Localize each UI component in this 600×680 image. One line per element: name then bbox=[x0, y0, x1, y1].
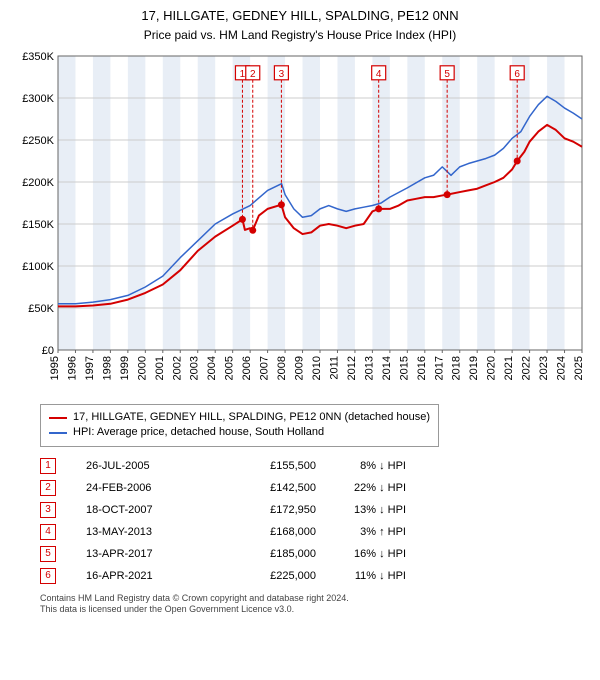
legend: 17, HILLGATE, GEDNEY HILL, SPALDING, PE1… bbox=[40, 404, 439, 447]
sale-price: £155,500 bbox=[216, 460, 316, 472]
sale-vs-hpi: 16% ↓ HPI bbox=[316, 548, 406, 560]
svg-text:2010: 2010 bbox=[311, 356, 323, 380]
table-row: 4 13-MAY-2013£168,0003% ↑ HPI bbox=[40, 521, 590, 543]
svg-text:£0: £0 bbox=[42, 345, 54, 357]
sale-vs-hpi: 11% ↓ HPI bbox=[316, 570, 406, 582]
legend-swatch bbox=[49, 417, 67, 419]
svg-text:2017: 2017 bbox=[433, 356, 445, 380]
svg-text:6: 6 bbox=[514, 69, 520, 80]
svg-text:2013: 2013 bbox=[363, 356, 375, 380]
svg-text:2000: 2000 bbox=[136, 356, 148, 380]
sale-price: £142,500 bbox=[216, 482, 316, 494]
sale-price: £225,000 bbox=[216, 570, 316, 582]
svg-text:4: 4 bbox=[376, 69, 382, 80]
sale-marker: 5 bbox=[40, 546, 56, 562]
sale-date: 13-APR-2017 bbox=[86, 548, 216, 560]
svg-text:2: 2 bbox=[250, 69, 256, 80]
svg-text:£250K: £250K bbox=[22, 135, 54, 147]
svg-text:1996: 1996 bbox=[66, 356, 78, 380]
sales-table: 1 26-JUL-2005£155,5008% ↓ HPI 2 24-FEB-2006… bbox=[40, 455, 590, 587]
sale-price: £172,950 bbox=[216, 504, 316, 516]
svg-text:2024: 2024 bbox=[556, 356, 568, 380]
sale-marker: 3 bbox=[40, 502, 56, 518]
footer-line-1: Contains HM Land Registry data © Crown c… bbox=[40, 593, 590, 605]
svg-text:£150K: £150K bbox=[22, 219, 54, 231]
svg-text:2001: 2001 bbox=[154, 356, 166, 380]
legend-item: HPI: Average price, detached house, Sout… bbox=[49, 425, 430, 440]
legend-label: HPI: Average price, detached house, Sout… bbox=[73, 425, 324, 440]
footer-line-2: This data is licensed under the Open Gov… bbox=[40, 604, 590, 616]
svg-text:2008: 2008 bbox=[276, 356, 288, 380]
footer-text: Contains HM Land Registry data © Crown c… bbox=[40, 593, 590, 616]
svg-text:2023: 2023 bbox=[538, 356, 550, 380]
sale-marker: 1 bbox=[40, 458, 56, 474]
chart-area: £0 £50K £100K £150K £200K £250K £300K £350K 1995… bbox=[10, 48, 590, 398]
svg-text:2006: 2006 bbox=[241, 356, 253, 380]
sale-marker: 2 bbox=[40, 480, 56, 496]
svg-text:2022: 2022 bbox=[521, 356, 533, 380]
sale-price: £168,000 bbox=[216, 526, 316, 538]
sale-date: 24-FEB-2006 bbox=[86, 482, 216, 494]
svg-text:1: 1 bbox=[240, 69, 246, 80]
legend-item: 17, HILLGATE, GEDNEY HILL, SPALDING, PE1… bbox=[49, 410, 430, 425]
svg-text:1995: 1995 bbox=[49, 356, 61, 380]
svg-text:2003: 2003 bbox=[189, 356, 201, 380]
sale-marker: 6 bbox=[40, 568, 56, 584]
svg-text:2011: 2011 bbox=[328, 356, 340, 380]
svg-text:£100K: £100K bbox=[22, 261, 54, 273]
svg-text:1998: 1998 bbox=[101, 356, 113, 380]
table-row: 3 18-OCT-2007£172,95013% ↓ HPI bbox=[40, 499, 590, 521]
svg-text:3: 3 bbox=[279, 69, 285, 80]
svg-text:2005: 2005 bbox=[224, 356, 236, 380]
table-row: 6 16-APR-2021£225,00011% ↓ HPI bbox=[40, 565, 590, 587]
svg-text:2002: 2002 bbox=[171, 356, 183, 380]
sale-vs-hpi: 13% ↓ HPI bbox=[316, 504, 406, 516]
table-row: 5 13-APR-2017£185,00016% ↓ HPI bbox=[40, 543, 590, 565]
sale-date: 18-OCT-2007 bbox=[86, 504, 216, 516]
svg-text:1999: 1999 bbox=[119, 356, 131, 380]
svg-text:2025: 2025 bbox=[573, 356, 585, 380]
svg-text:2018: 2018 bbox=[451, 356, 463, 380]
svg-text:2020: 2020 bbox=[486, 356, 498, 380]
title: 17, HILLGATE, GEDNEY HILL, SPALDING, PE1… bbox=[10, 8, 590, 24]
sale-price: £185,000 bbox=[216, 548, 316, 560]
svg-text:2019: 2019 bbox=[468, 356, 480, 380]
svg-text:£200K: £200K bbox=[22, 177, 54, 189]
svg-text:1997: 1997 bbox=[84, 356, 96, 380]
line-chart: £0 £50K £100K £150K £200K £250K £300K £350K 1995… bbox=[10, 48, 590, 398]
svg-text:2021: 2021 bbox=[503, 356, 515, 380]
svg-text:2004: 2004 bbox=[206, 356, 218, 380]
sale-vs-hpi: 22% ↓ HPI bbox=[316, 482, 406, 494]
figure-container: 17, HILLGATE, GEDNEY HILL, SPALDING, PE1… bbox=[0, 0, 600, 680]
svg-text:2016: 2016 bbox=[416, 356, 428, 380]
svg-text:2012: 2012 bbox=[346, 356, 358, 380]
sale-vs-hpi: 8% ↓ HPI bbox=[316, 460, 406, 472]
sale-vs-hpi: 3% ↑ HPI bbox=[316, 526, 406, 538]
svg-text:2009: 2009 bbox=[294, 356, 306, 380]
svg-text:5: 5 bbox=[444, 69, 450, 80]
sale-date: 13-MAY-2013 bbox=[86, 526, 216, 538]
sale-date: 26-JUL-2005 bbox=[86, 460, 216, 472]
legend-label: 17, HILLGATE, GEDNEY HILL, SPALDING, PE1… bbox=[73, 410, 430, 425]
svg-text:2015: 2015 bbox=[398, 356, 410, 380]
legend-swatch bbox=[49, 432, 67, 434]
table-row: 1 26-JUL-2005£155,5008% ↓ HPI bbox=[40, 455, 590, 477]
svg-text:2007: 2007 bbox=[259, 356, 271, 380]
svg-text:£300K: £300K bbox=[22, 93, 54, 105]
svg-text:£350K: £350K bbox=[22, 51, 54, 63]
subtitle: Price paid vs. HM Land Registry's House … bbox=[10, 28, 590, 42]
sale-marker: 4 bbox=[40, 524, 56, 540]
svg-text:£50K: £50K bbox=[28, 303, 54, 315]
table-row: 2 24-FEB-2006£142,50022% ↓ HPI bbox=[40, 477, 590, 499]
svg-text:2014: 2014 bbox=[381, 356, 393, 380]
sale-date: 16-APR-2021 bbox=[86, 570, 216, 582]
